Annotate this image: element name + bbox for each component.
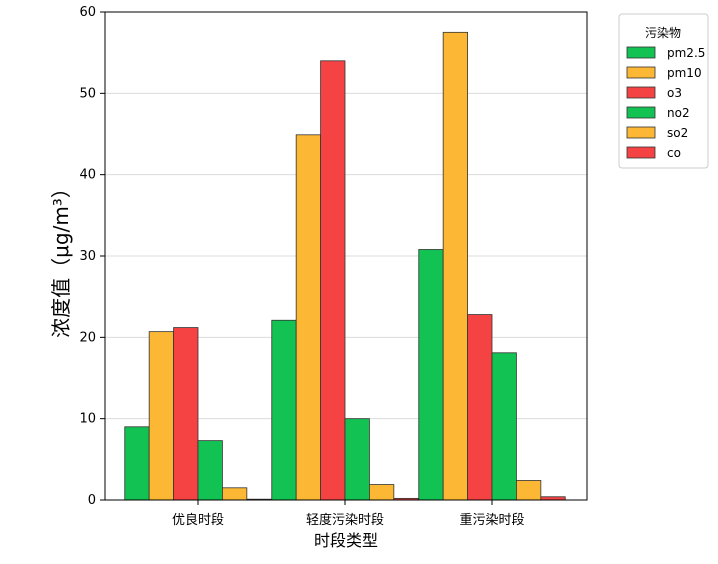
legend-label: pm10: [667, 66, 702, 80]
bar-pm25-3: [418, 249, 444, 501]
bar-pm25-1: [124, 426, 150, 501]
x-tick-label: 轻度污染时段: [306, 512, 384, 528]
legend-swatch: [626, 86, 656, 99]
x-axis: 优良时段 轻度污染时段 重污染时段: [172, 500, 525, 528]
bar-pm25-2: [271, 319, 297, 501]
x-tick-label: 重污染时段: [459, 512, 524, 528]
y-axis: 0 10 20 30 40 50 60: [79, 5, 105, 508]
y-axis-label: 浓度值（μg/m³）: [49, 178, 73, 338]
legend-swatch: [626, 46, 656, 59]
y-tick-label: 30: [79, 249, 96, 264]
y-tick-label: 60: [79, 5, 96, 20]
legend-title: 污染物: [645, 25, 681, 40]
bar-o3-3: [467, 314, 493, 501]
bar-no2-2: [344, 418, 370, 501]
legend-swatch: [626, 126, 656, 139]
legend: 污染物 pm2.5 pm10 o3 no2 so2 co: [618, 13, 709, 169]
bar-so2-3: [516, 480, 542, 501]
y-tick-label: 0: [88, 493, 96, 508]
bars: [124, 31, 566, 501]
legend-swatch: [626, 66, 656, 79]
legend-swatch: [626, 106, 656, 119]
bar-no2-3: [491, 352, 517, 501]
y-tick-label: 20: [79, 330, 96, 345]
legend-label: pm2.5: [667, 46, 705, 60]
bar-o3-1: [173, 327, 199, 501]
y-tick-label: 10: [79, 412, 96, 427]
bar-so2-1: [222, 487, 248, 501]
legend-swatch: [626, 146, 656, 159]
legend-label: o3: [667, 86, 682, 100]
bar-pm10-3: [442, 31, 468, 501]
bar-no2-1: [197, 440, 223, 501]
legend-label: no2: [667, 106, 690, 120]
x-axis-label: 时段类型: [314, 531, 378, 550]
legend-label: so2: [667, 126, 688, 140]
bar-o3-2: [320, 60, 346, 501]
legend-label: co: [667, 146, 681, 160]
y-tick-label: 40: [79, 168, 96, 183]
x-tick-label: 优良时段: [172, 512, 224, 528]
bar-so2-2: [369, 484, 395, 501]
bar-pm10-2: [295, 134, 321, 501]
bar-pm10-1: [148, 331, 174, 501]
y-tick-label: 50: [79, 86, 96, 101]
